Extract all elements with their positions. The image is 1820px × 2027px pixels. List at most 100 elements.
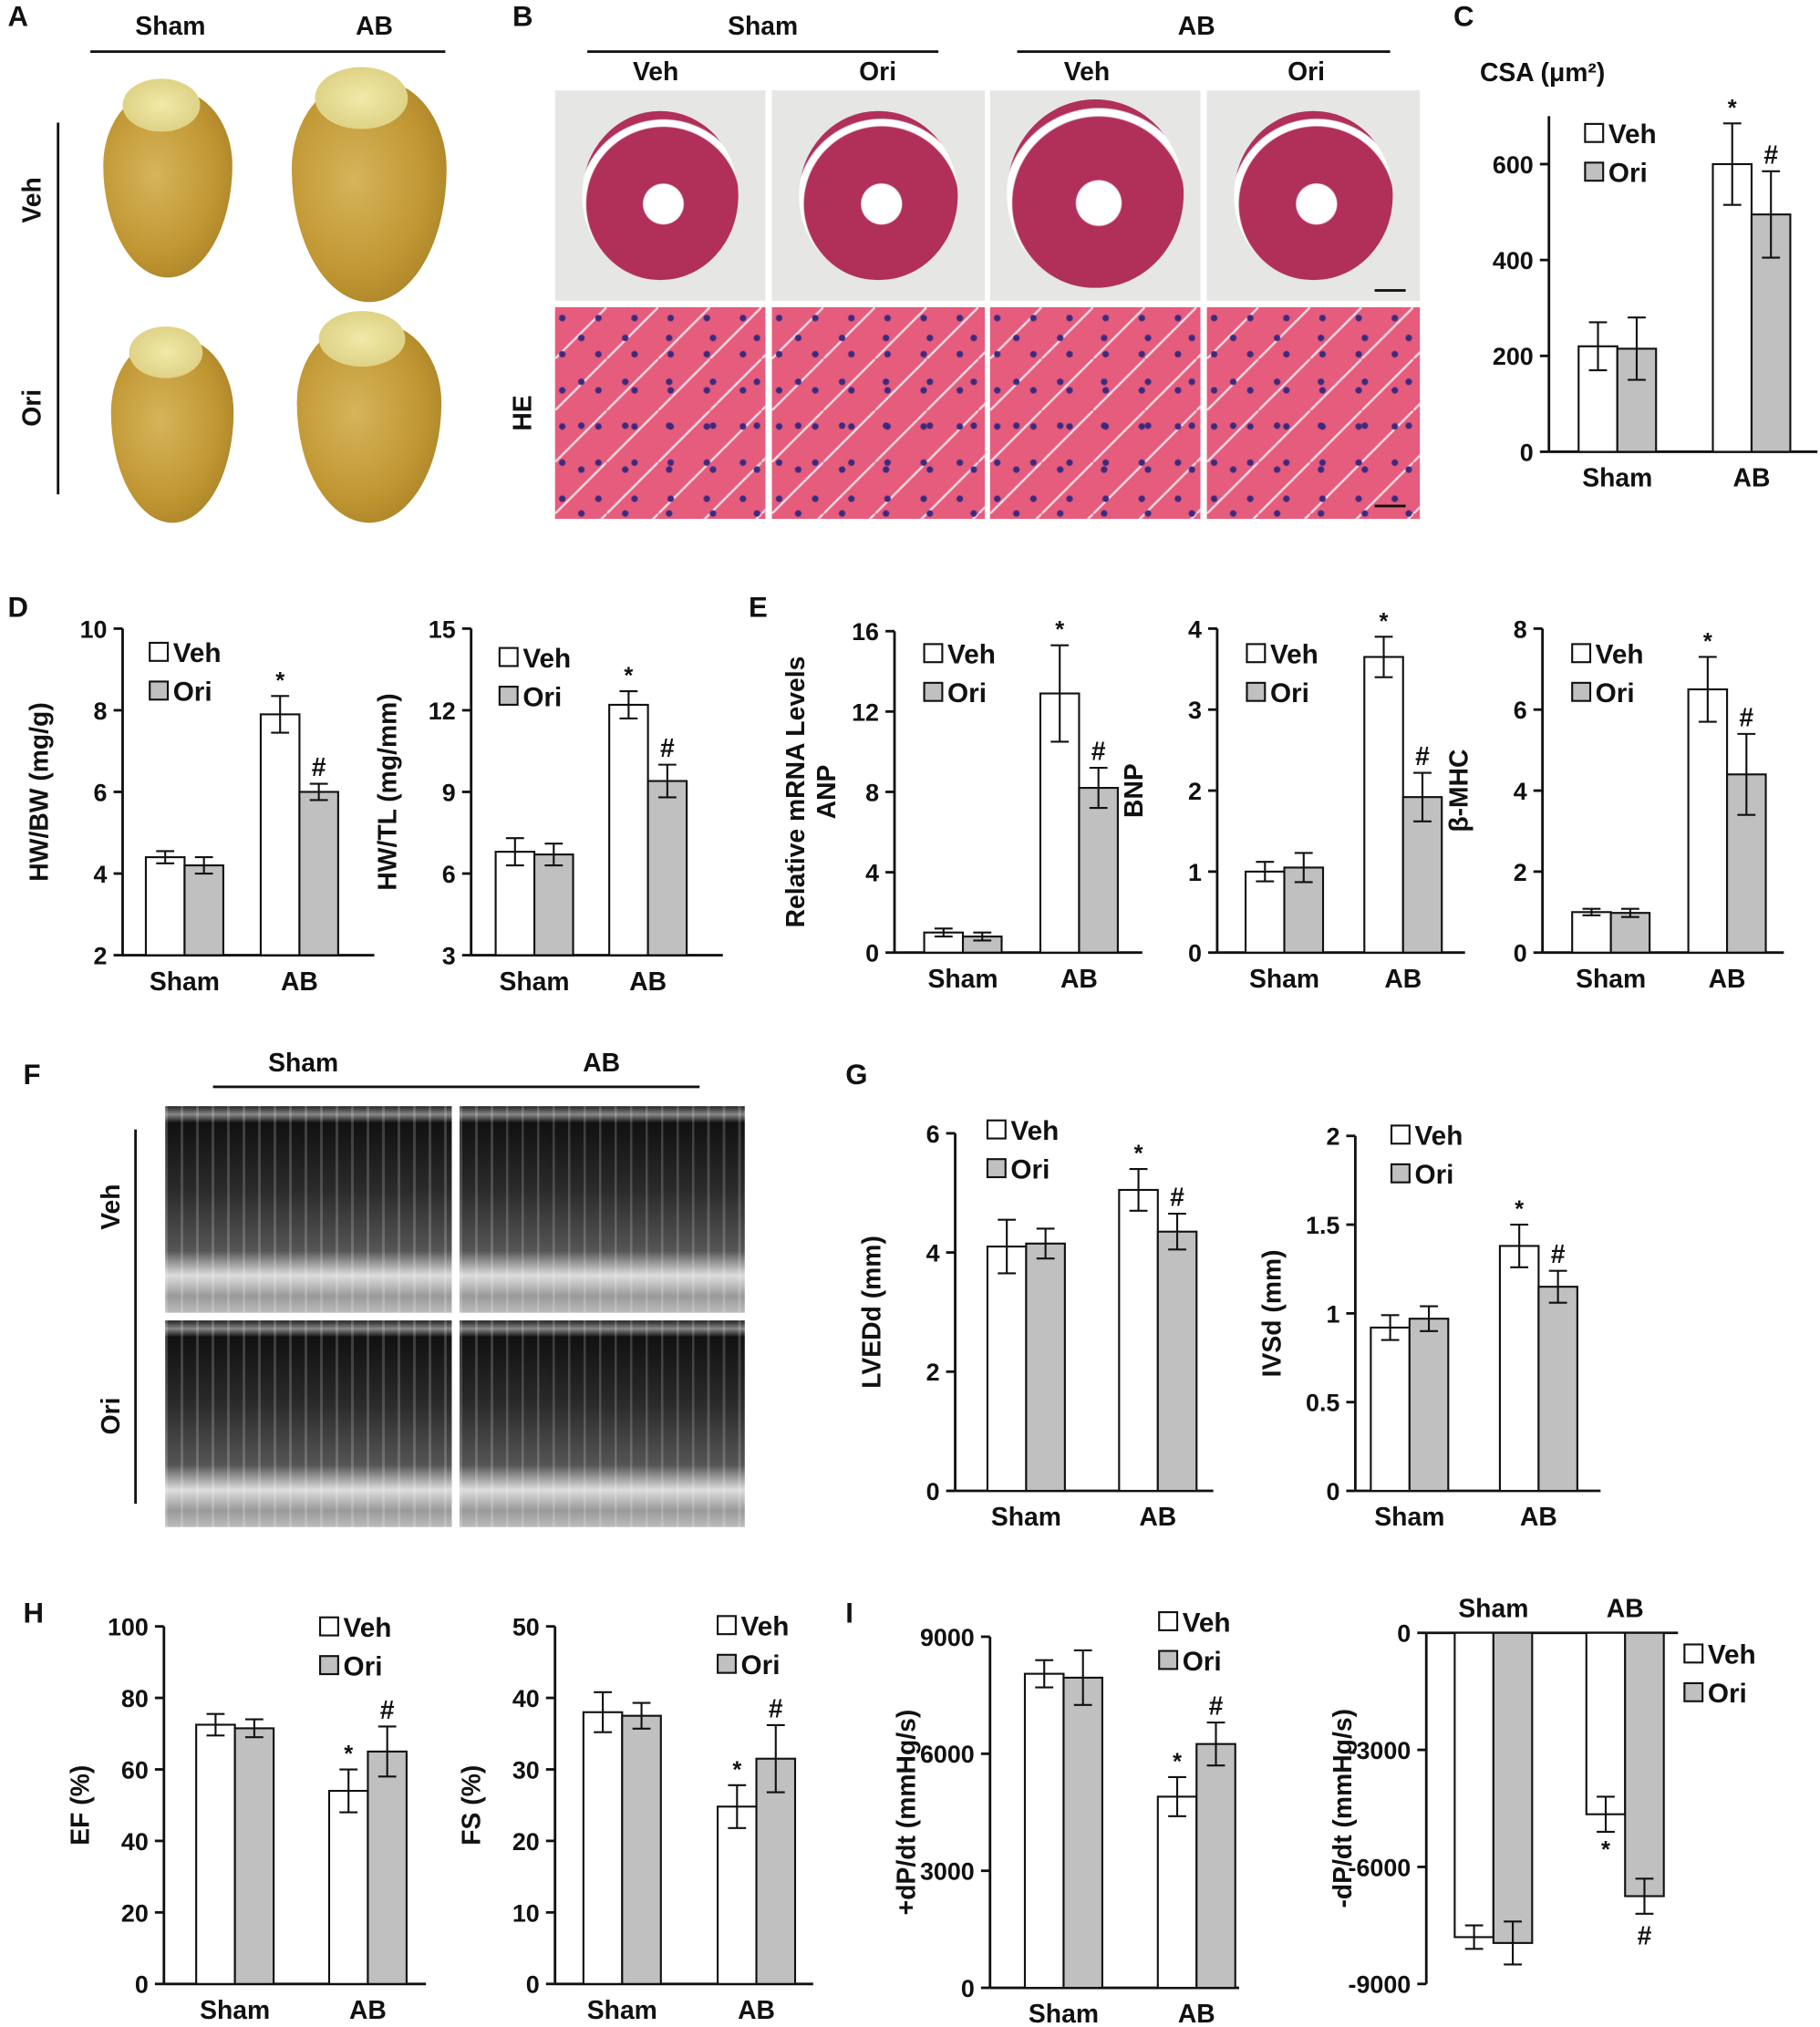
category-label-ab: AB xyxy=(1607,1594,1644,1623)
y-axis-label: -dP/dt (mmHg/s) xyxy=(1328,1709,1357,1908)
significance-marker: # xyxy=(380,1695,395,1724)
y-tick-label: 1 xyxy=(1188,859,1202,886)
category-label-sham: Sham xyxy=(928,964,998,993)
he-section-sham-ori xyxy=(771,90,986,301)
legend-label-veh: Veh xyxy=(1608,119,1657,150)
y-tick-label: 0 xyxy=(526,1971,540,1999)
significance-marker: # xyxy=(660,733,675,762)
y-tick-label: 200 xyxy=(1493,343,1534,370)
y-tick-label: 40 xyxy=(512,1685,540,1712)
bar-ori-ab xyxy=(1078,787,1119,954)
legend-label-ori: Ori xyxy=(1596,678,1635,708)
bar-ori-sham xyxy=(1408,1318,1450,1493)
heart-image-sham-veh xyxy=(103,78,233,278)
y-tick-label: 15 xyxy=(429,615,456,643)
y-axis-label: LVEDd (mm) xyxy=(856,1236,885,1389)
heart-image-ab-ori xyxy=(296,310,442,523)
he-section-ab-ori xyxy=(1206,90,1421,301)
y-tick-label: 20 xyxy=(121,1899,149,1927)
bar-veh-ab xyxy=(259,713,301,957)
y-tick-label: 10 xyxy=(80,615,108,643)
significance-marker: * xyxy=(275,668,284,694)
y-tick-label: 9 xyxy=(442,779,456,806)
y-tick-label: 6000 xyxy=(920,1741,975,1768)
bar-veh-sham xyxy=(986,1246,1028,1493)
bar-veh-ab xyxy=(1687,688,1729,954)
y-axis-label: BNP xyxy=(1119,763,1148,818)
chart-2: 3 6 9 12 15 HW/TL (mg/mm) Sham AB * # Veh Ori xyxy=(373,615,723,996)
y-tick-label: 8 xyxy=(94,698,108,725)
chart-title: CSA (μm²) xyxy=(1480,57,1605,87)
legend-label-veh: Veh xyxy=(1708,1640,1756,1670)
category-label-ab: AB xyxy=(629,967,667,996)
significance-marker: * xyxy=(1515,1197,1524,1223)
y-axis-label: Relative mRNA Levels xyxy=(781,657,810,928)
heart-image-ab-veh xyxy=(291,67,447,303)
y-tick-label: 3 xyxy=(1188,697,1202,724)
bar-ori-sham xyxy=(621,1714,662,1985)
legend-swatch-ori xyxy=(986,1158,1007,1179)
chart-11: 0 -3000 -6000 -9000 -dP/dt (mmHg/s) Sham AB * # V… xyxy=(1328,1594,1756,1999)
y-tick-label: 4 xyxy=(1188,615,1202,643)
legend-swatch-ori xyxy=(1158,1650,1179,1670)
y-tick-label: 4 xyxy=(926,1240,940,1267)
legend-swatch-veh xyxy=(1683,1643,1704,1664)
legend-swatch-veh xyxy=(149,641,170,662)
y-tick-label: 1 xyxy=(1326,1300,1339,1328)
y-tick-label: 0 xyxy=(961,1975,975,2002)
legend-label-ori: Ori xyxy=(1183,1647,1222,1677)
legend-label-veh: Veh xyxy=(1596,640,1644,670)
significance-marker: * xyxy=(344,1742,353,1767)
f-group-ab: AB xyxy=(583,1049,621,1079)
y-tick-label: 50 xyxy=(512,1614,540,1641)
panel-letter-h: H xyxy=(23,1597,44,1629)
y-tick-label: 0 xyxy=(1188,940,1202,967)
panel-letter-d: D xyxy=(7,591,28,624)
bar-veh-ab xyxy=(327,1789,369,1985)
bar-veh-ab xyxy=(1118,1188,1159,1493)
y-tick-label: -9000 xyxy=(1349,1971,1412,1999)
bar-veh-sham xyxy=(1453,1631,1494,1939)
y-tick-label: 12 xyxy=(852,698,879,726)
bar-veh-ab xyxy=(1498,1245,1540,1493)
y-axis-label-2: ANP xyxy=(812,765,841,820)
category-label-ab: AB xyxy=(1139,1502,1176,1531)
legend-swatch-veh xyxy=(1158,1611,1179,1631)
echo-image-sham-ori xyxy=(165,1320,452,1527)
significance-marker: # xyxy=(1739,702,1753,731)
legend-swatch-ori xyxy=(1390,1163,1411,1184)
legend-label-ori: Ori xyxy=(947,678,987,708)
legend-label-ori: Ori xyxy=(522,682,562,712)
y-tick-label: 0 xyxy=(865,940,879,967)
bar-veh-ab xyxy=(717,1805,758,1985)
y-axis-label: HW/TL (mg/mm) xyxy=(373,693,402,890)
y-tick-label: 40 xyxy=(121,1828,149,1856)
significance-marker: # xyxy=(1091,737,1106,766)
bar-veh-ab xyxy=(1156,1795,1198,1990)
bar-veh-ab xyxy=(1711,162,1753,453)
significance-marker: # xyxy=(1638,1921,1652,1950)
y-tick-label: 60 xyxy=(121,1756,149,1784)
b-sub-ori-ab: Ori xyxy=(1287,57,1326,87)
category-label-ab: AB xyxy=(738,1995,775,2024)
b-sub-ori-sham: Ori xyxy=(859,57,897,87)
f-group-line xyxy=(212,1085,700,1089)
category-label-ab: AB xyxy=(1178,1999,1215,2026)
bar-veh-sham xyxy=(144,856,186,957)
y-axis-label: β-MHC xyxy=(1444,749,1474,832)
legend-label-veh: Veh xyxy=(1010,1116,1059,1146)
y-tick-label: 6 xyxy=(926,1121,940,1148)
significance-marker: * xyxy=(1703,629,1712,655)
f-group-sham: Sham xyxy=(268,1049,339,1079)
chart-5: 0 2 4 6 8 β-MHC Sham AB * # Veh Ori xyxy=(1444,615,1784,993)
legend-label-veh: Veh xyxy=(947,640,996,670)
he-micrograph-sham-ori xyxy=(771,306,986,520)
y-tick-label: 3000 xyxy=(920,1858,975,1886)
bar-ori-sham xyxy=(1609,912,1651,954)
legend-label-veh: Veh xyxy=(741,1612,790,1642)
bar-veh-ab xyxy=(1585,1631,1627,1815)
legend-swatch-veh xyxy=(1390,1124,1411,1145)
y-tick-label: 4 xyxy=(865,860,879,887)
bar-ori-ab xyxy=(1624,1631,1665,1898)
